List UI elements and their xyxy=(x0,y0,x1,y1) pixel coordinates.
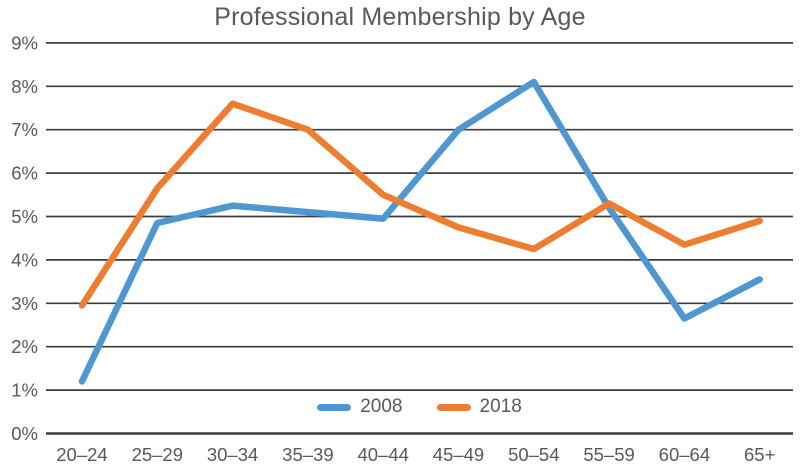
y-tick-label: 2% xyxy=(11,336,38,357)
x-tick-label: 20–24 xyxy=(56,444,107,465)
legend-swatch-2008-icon xyxy=(317,403,352,411)
y-tick-label: 9% xyxy=(11,32,38,53)
y-tick-label: 3% xyxy=(11,293,38,314)
x-tick-label: 40–44 xyxy=(357,444,408,465)
series-line-2008 xyxy=(78,78,763,385)
y-tick-label: 7% xyxy=(11,119,38,140)
x-tick-label: 35–39 xyxy=(282,444,333,465)
x-tick-label: 55–59 xyxy=(583,444,634,465)
x-tick-label: 50–54 xyxy=(508,444,559,465)
legend-item-2018: 2018 xyxy=(436,396,522,418)
legend-label-2008: 2008 xyxy=(360,396,403,417)
y-tick-label: 4% xyxy=(11,249,38,270)
y-tick-label: 0% xyxy=(11,423,38,444)
series-line-2018 xyxy=(78,100,763,309)
legend: 2008 2018 xyxy=(46,394,793,420)
legend-label-2018: 2018 xyxy=(479,396,522,417)
y-tick-label: 5% xyxy=(11,206,38,227)
y-tick-label: 8% xyxy=(11,76,38,97)
y-tick-label: 1% xyxy=(11,380,38,401)
legend-item-2008: 2008 xyxy=(317,396,403,418)
x-tick-label: 60–64 xyxy=(659,444,710,465)
x-tick-label: 45–49 xyxy=(433,444,484,465)
y-tick-label: 6% xyxy=(11,163,38,184)
x-tick-label: 65+ xyxy=(744,444,775,465)
x-tick-label: 25–29 xyxy=(132,444,183,465)
chart-title: Professional Membership by Age xyxy=(214,3,586,31)
x-tick-label: 30–34 xyxy=(207,444,258,465)
legend-swatch-2018-icon xyxy=(436,403,471,411)
